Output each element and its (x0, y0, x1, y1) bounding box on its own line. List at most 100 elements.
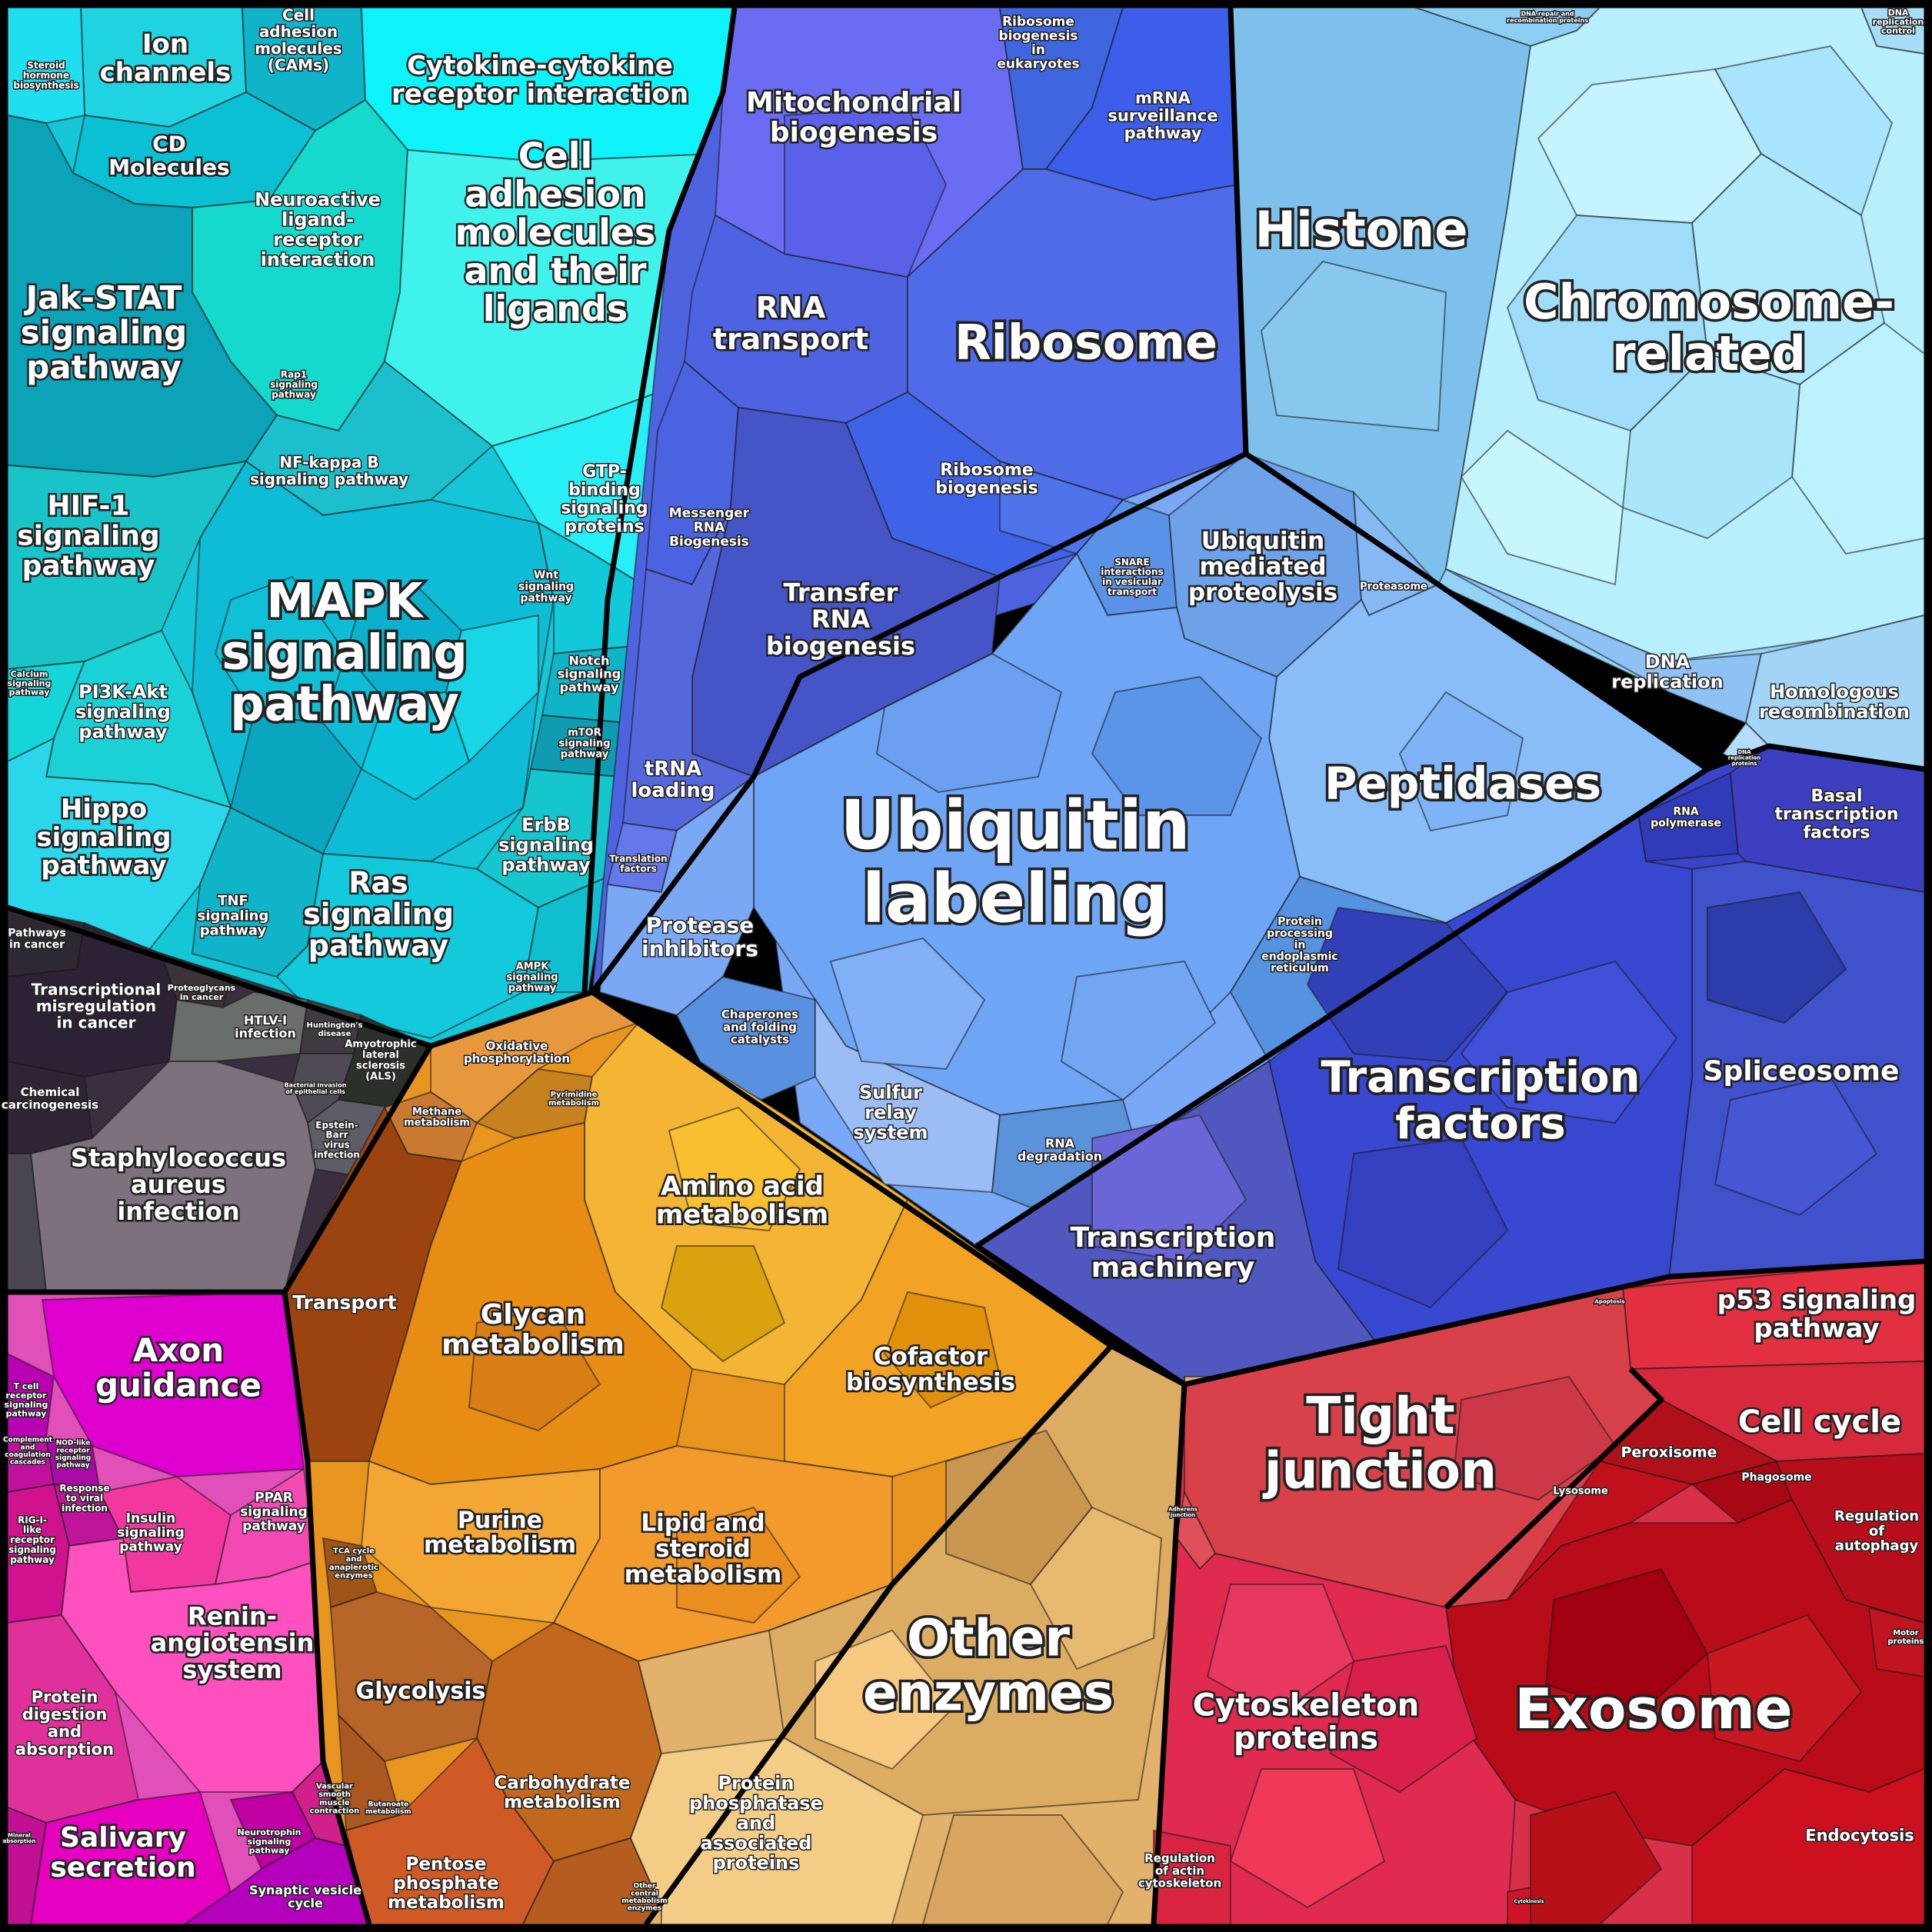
cell-texture (883, 1291, 1001, 1409)
label-other-central: Other central metabolism enzymes (621, 1883, 667, 1913)
border (581, 7, 738, 993)
label-ribosome: Ribosome (954, 315, 1217, 371)
border (1706, 743, 1925, 772)
label-cd-molecules: CD Molecules (108, 132, 229, 180)
label-cell-adhesion-ligands: Cell adhesion molecules and their ligands (455, 135, 656, 330)
label-protein-phosphatase: Protein phosphatase and associated proteins (689, 1773, 823, 1874)
cell-texture (676, 1506, 801, 1624)
label-lysosome: Lysosome (1553, 1486, 1608, 1497)
cell-texture (468, 1306, 601, 1432)
region-immune (7, 1291, 371, 1925)
region-disease (7, 906, 432, 1293)
label-complement: Complement and coagulation cascades (3, 1437, 53, 1467)
cell-texture (1329, 1644, 1478, 1794)
label-protease-inhibitors: Protease inhibitors (641, 913, 758, 961)
label-transfer-rna: Transfer RNA biogenesis (766, 578, 915, 661)
label-rna-transport: RNA transport (713, 291, 868, 356)
label-transcriptional-misreg: Transcriptional misregulation in cancer (32, 980, 162, 1031)
cell-ras (275, 852, 540, 1040)
cell-texture (1260, 260, 1447, 432)
label-response-viral: Response to viral infection (59, 1483, 109, 1514)
cell-texture (1337, 1137, 1509, 1309)
border (281, 1291, 372, 1925)
label-gtp-binding: GTP-binding signaling proteins (561, 462, 648, 536)
cell-texture (921, 1814, 1124, 1925)
label-dna-replication-proteins: DNA replication proteins (1728, 749, 1760, 767)
label-nod-like: NOD-like receptor signaling pathway (55, 1440, 91, 1470)
cell-texture (1452, 1375, 1617, 1501)
label-dna-replication: DNA replication (1611, 651, 1723, 692)
label-rap1: Rap1 signaling pathway (270, 369, 318, 400)
label-homologous: Homologous recombination (1759, 681, 1910, 722)
label-tca: TCA cycle and anaplerotic enzymes (329, 1547, 378, 1580)
label-peptidases: Peptidases (1324, 757, 1601, 809)
label-chemical: Chemical carcinogenesis (2, 1085, 98, 1111)
label-huntingtons: Huntington's disease (307, 1021, 363, 1038)
cell-texture (1714, 45, 1894, 217)
cell-texture (1060, 960, 1217, 1101)
label-pi3k-akt: PI3K-Akt signaling pathway (75, 681, 171, 743)
label-vascular: Vascular smooth muscle contraction (310, 1782, 360, 1815)
label-chaperones: Chaperones and folding catalysts (721, 1008, 798, 1047)
cell-texture (1530, 1790, 1663, 1925)
border (590, 451, 1247, 994)
region-rna (591, 7, 1247, 995)
cell-texture (784, 106, 948, 278)
label-mitochondrial: Mitochondrial biogenesis (746, 87, 961, 148)
label-rna-degradation: RNA degradation (1018, 1136, 1102, 1164)
label-tnf: TNF signaling pathway (198, 893, 269, 939)
label-pentose: Pentose phosphate metabolism (388, 1854, 505, 1913)
label-tight-junction: Tight junction (1262, 1387, 1497, 1501)
label-ppar: PPAR signaling pathway (240, 1491, 308, 1534)
label-axon-guidance: Axon guidance (95, 1331, 261, 1404)
label-p53: p53 signaling pathway (1717, 1285, 1917, 1344)
region-signaling (7, 7, 736, 1048)
label-lipid: Lipid and steroid metabolism (625, 1509, 782, 1588)
label-mtor: mTOR signaling pathway (559, 728, 611, 761)
label-glycan: Glycan metabolism (441, 1299, 625, 1361)
label-ampk: AMPK signaling pathway (507, 961, 558, 994)
label-histone: Histone (1254, 202, 1467, 258)
region-metabolism (283, 991, 1113, 1925)
label-sulfur-relay: Sulfur relay system (854, 1082, 928, 1144)
label-salivary: Salivary secretion (50, 1822, 195, 1884)
label-chromosome: Chromosome-related (1524, 274, 1894, 381)
label-mrna-surveillance: mRNA surveillance pathway (1108, 89, 1217, 142)
border (644, 1344, 1114, 1927)
label-snare: SNARE interactions in vesicular transport (1101, 557, 1163, 598)
border (1444, 1367, 1664, 1610)
label-proteasome: Proteasome (1360, 581, 1427, 593)
label-purine: Purine metabolism (424, 1507, 576, 1558)
label-oxidative: Oxidative phosphorylation (464, 1039, 570, 1065)
cell-texture (1714, 1075, 1878, 1217)
label-cytoskeleton: Cytoskeleton proteins (1193, 1687, 1419, 1756)
label-mapk: MAPK signaling pathway (222, 573, 468, 732)
label-cell-cycle: Cell cycle (1738, 1404, 1901, 1440)
label-proteoglycans: Proteoglycans in cancer (168, 983, 236, 1002)
label-wnt: Wnt signaling pathway (518, 569, 574, 605)
cell-texture (1706, 1614, 1863, 1763)
border (975, 1244, 1925, 1387)
cell-renin (60, 1537, 325, 1793)
label-steroid-hormone: Steroid hormone biosynthesis (13, 60, 78, 91)
label-ribosome-biog-euk: Ribosome biogenesis in eukaryotes (997, 14, 1079, 72)
label-hif1: HIF-1 signaling pathway (17, 491, 160, 582)
border (975, 451, 1710, 1248)
cell-texture (1091, 675, 1263, 816)
label-als: Amyotrophic lateral sclerosis (ALS) (345, 1039, 416, 1083)
label-carbohydrate: Carbohydrate metabolism (494, 1774, 630, 1813)
label-adherens: Adherens junction (1168, 1507, 1198, 1519)
label-protein-processing-er: Protein processing in endoplasmic reticulum (1261, 916, 1337, 974)
label-apoptosis: Apoptosis (1594, 1299, 1624, 1305)
label-t-cell: T cell receptor signaling pathway (5, 1381, 48, 1419)
label-ras: Ras signaling pathway (303, 865, 454, 962)
label-cytokinesis: Cytokinesis (1514, 1899, 1544, 1904)
label-exosome: Exosome (1514, 1677, 1792, 1741)
label-translation-factors: Translation factors (609, 854, 667, 874)
label-rig-i: RIG-I-like receptor signaling pathway (8, 1514, 56, 1565)
border (6, 904, 432, 1049)
label-other-enzymes: Other enzymes (863, 1609, 1114, 1723)
